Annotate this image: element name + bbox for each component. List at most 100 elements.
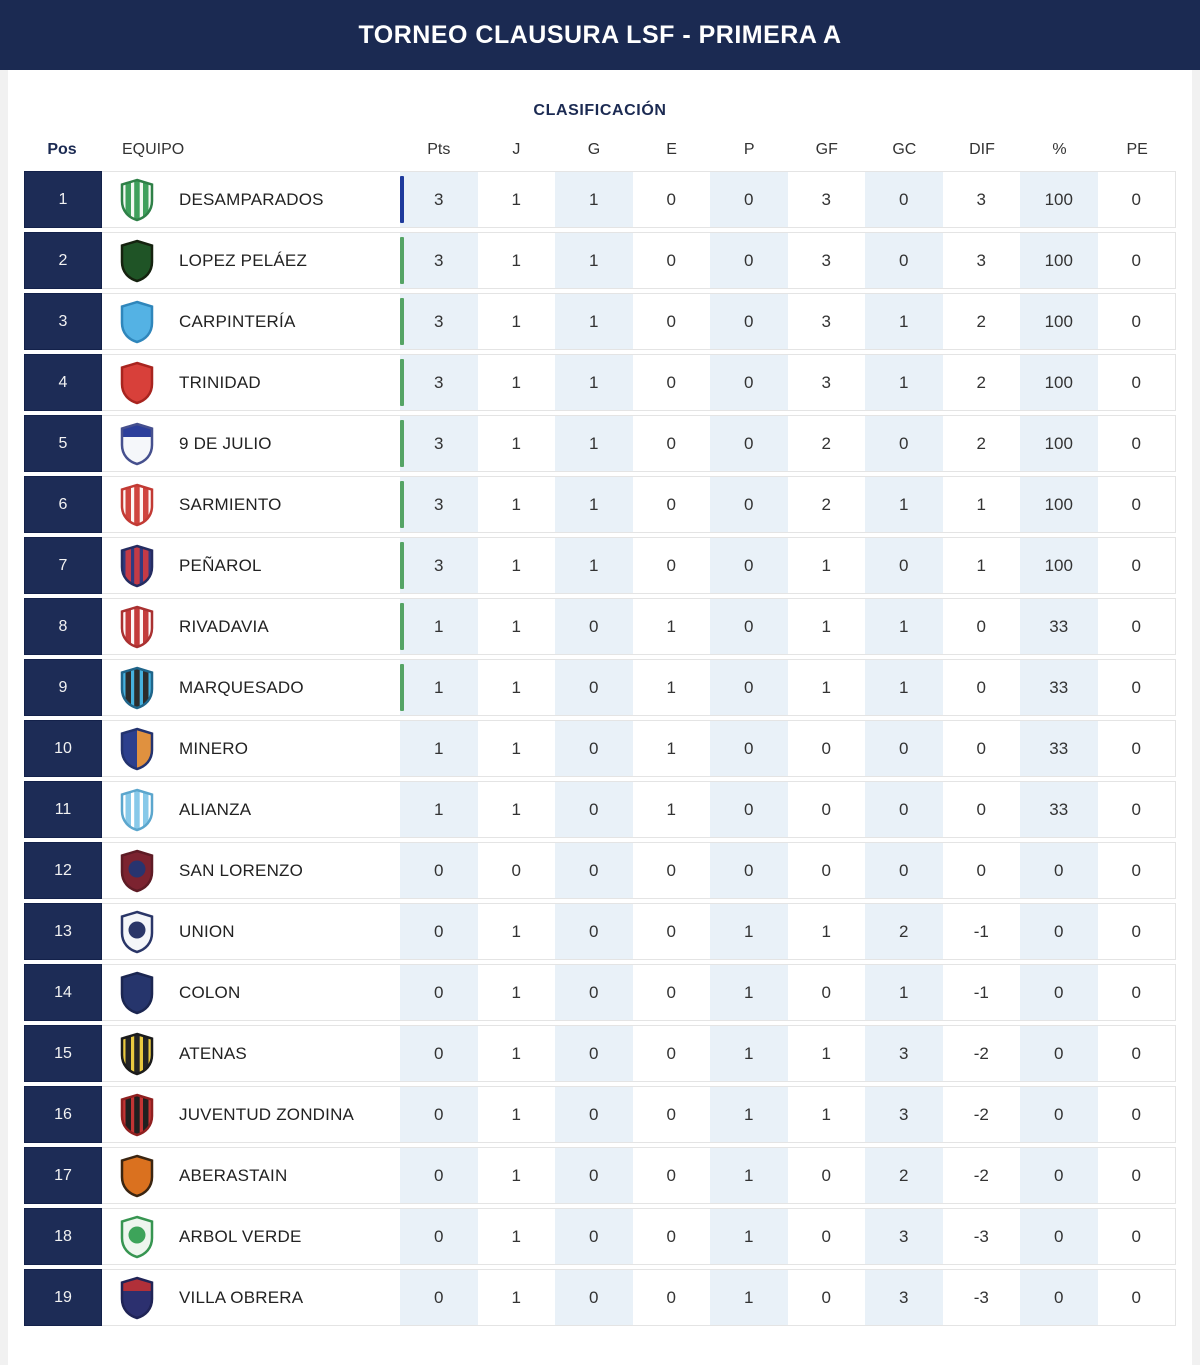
stat-value: 3: [865, 1087, 943, 1142]
stat-value: 1: [555, 538, 633, 593]
stat-value: 0: [555, 1209, 633, 1264]
stat-value: 0: [1020, 1087, 1098, 1142]
stat-value: 2: [976, 372, 986, 392]
header-stat-p: P: [743, 141, 755, 158]
stat-value: 0: [710, 599, 788, 654]
team-cell: PEÑAROL: [102, 538, 400, 593]
stat-value: 0: [1131, 311, 1141, 331]
stat-value: 0: [666, 1226, 676, 1246]
stat-value: 0: [1131, 433, 1141, 453]
stat-value: 0: [1020, 904, 1098, 959]
header-stat-dif: DIF: [969, 141, 995, 158]
stat-value: 0: [710, 416, 788, 471]
stat-value: 0: [555, 843, 633, 898]
table-row: 8 RIVADAVIA 1 1 0 1 0 1 1 0 33 0: [24, 598, 1176, 655]
stat-value: 0: [821, 1226, 831, 1246]
stat-value: 0: [710, 233, 788, 288]
stat-value: 1: [710, 904, 788, 959]
team-logo: [117, 1154, 157, 1198]
stat-value: 1: [400, 660, 478, 715]
stat-value: 0: [555, 904, 633, 959]
position-cell: 11: [24, 781, 102, 838]
stat-value: 0: [555, 660, 633, 715]
team-logo: [117, 483, 157, 527]
team-logo: [117, 788, 157, 832]
stat-value: 1: [821, 616, 831, 636]
stat-value: 33: [1020, 721, 1098, 776]
stats-cells: 1 1 0 1 0 0 0 0 33 0: [400, 782, 1175, 837]
stat-value: 0: [1020, 1026, 1098, 1081]
stat-value: 0: [555, 721, 633, 776]
stat-value: 2: [865, 1148, 943, 1203]
stat-value: 0: [1131, 982, 1141, 1002]
team-name: CARPINTERÍA: [179, 311, 296, 331]
stat-value: 0: [710, 721, 788, 776]
team-logo: [117, 1215, 157, 1259]
header-pos: Pos: [47, 141, 77, 158]
header-stat-pct: %: [1052, 141, 1067, 158]
stat-value: 0: [666, 1287, 676, 1307]
stats-cells: 0 1 0 0 1 0 1 -1 0 0: [400, 965, 1175, 1020]
team-name: MINERO: [179, 738, 249, 758]
stat-value: 0: [976, 799, 986, 819]
stats-cells: 0 1 0 0 1 0 3 -3 0 0: [400, 1209, 1175, 1264]
stat-value: 0: [555, 782, 633, 837]
team-logo: [117, 666, 157, 710]
stat-value: 0: [821, 1287, 831, 1307]
team-cell: MINERO: [102, 721, 400, 776]
stats-cells: 3 1 1 0 0 2 0 2 100 0: [400, 416, 1175, 471]
stat-value: 1: [511, 372, 521, 392]
qualification-bar: [400, 237, 404, 284]
stat-value: 0: [710, 355, 788, 410]
stat-value: 0: [1131, 616, 1141, 636]
stat-value: 0: [555, 599, 633, 654]
stats-cells: 0 1 0 0 1 0 3 -3 0 0: [400, 1270, 1175, 1325]
stat-value: 0: [1131, 1287, 1141, 1307]
stat-value: 0: [1020, 843, 1098, 898]
stat-value: 1: [511, 677, 521, 697]
stats-cells: 0 1 0 0 1 1 2 -1 0 0: [400, 904, 1175, 959]
stat-value: 0: [821, 860, 831, 880]
stat-value: 1: [976, 555, 986, 575]
position-cell: 1: [24, 171, 102, 228]
stat-value: 100: [1020, 294, 1098, 349]
team-cell: ARBOL VERDE: [102, 1209, 400, 1264]
stat-value: 2: [976, 311, 986, 331]
stat-value: 1: [666, 677, 676, 697]
stat-value: 100: [1020, 172, 1098, 227]
header-stat-pe: PE: [1126, 141, 1148, 158]
stat-value: 1: [400, 782, 478, 837]
team-name: COLON: [179, 982, 241, 1002]
stat-value: 0: [666, 433, 676, 453]
team-cell: DESAMPARADOS: [102, 172, 400, 227]
stat-value: 0: [400, 1209, 478, 1264]
table-body: 1 DESAMPARADOS 3 1 1 0 0 3 0 3 100 0 2 LOPEZ PELÁEZ 3 1…: [24, 171, 1176, 1326]
team-name: DESAMPARADOS: [179, 189, 324, 209]
stat-value: 0: [865, 843, 943, 898]
stat-value: 1: [865, 294, 943, 349]
position-cell: 14: [24, 964, 102, 1021]
stat-value: 1: [400, 599, 478, 654]
table-row: 14 COLON 0 1 0 0 1 0 1 -1 0 0: [24, 964, 1176, 1021]
team-name: ARBOL VERDE: [179, 1226, 302, 1246]
page-title: TORNEO CLAUSURA LSF - PRIMERA A: [358, 20, 842, 49]
stats-cells: 3 1 1 0 0 3 1 2 100 0: [400, 355, 1175, 410]
stat-value: 100: [1020, 416, 1098, 471]
stat-value: 0: [666, 555, 676, 575]
team-logo: [117, 300, 157, 344]
stat-value: -3: [973, 1226, 989, 1246]
table-row: 4 TRINIDAD 3 1 1 0 0 3 1 2 100 0: [24, 354, 1176, 411]
stat-value: 0: [865, 233, 943, 288]
team-cell: LOPEZ PELÁEZ: [102, 233, 400, 288]
stat-value: 0: [400, 1148, 478, 1203]
team-cell: ABERASTAIN: [102, 1148, 400, 1203]
stat-value: 1: [666, 616, 676, 636]
qualification-bar: [400, 176, 404, 223]
stat-value: 0: [976, 860, 986, 880]
stats-cells: 0 0 0 0 0 0 0 0 0 0: [400, 843, 1175, 898]
team-cell: UNION: [102, 904, 400, 959]
position-cell: 5: [24, 415, 102, 472]
qualification-bar: [400, 298, 404, 345]
position-cell: 18: [24, 1208, 102, 1265]
stat-value: 0: [1020, 1270, 1098, 1325]
